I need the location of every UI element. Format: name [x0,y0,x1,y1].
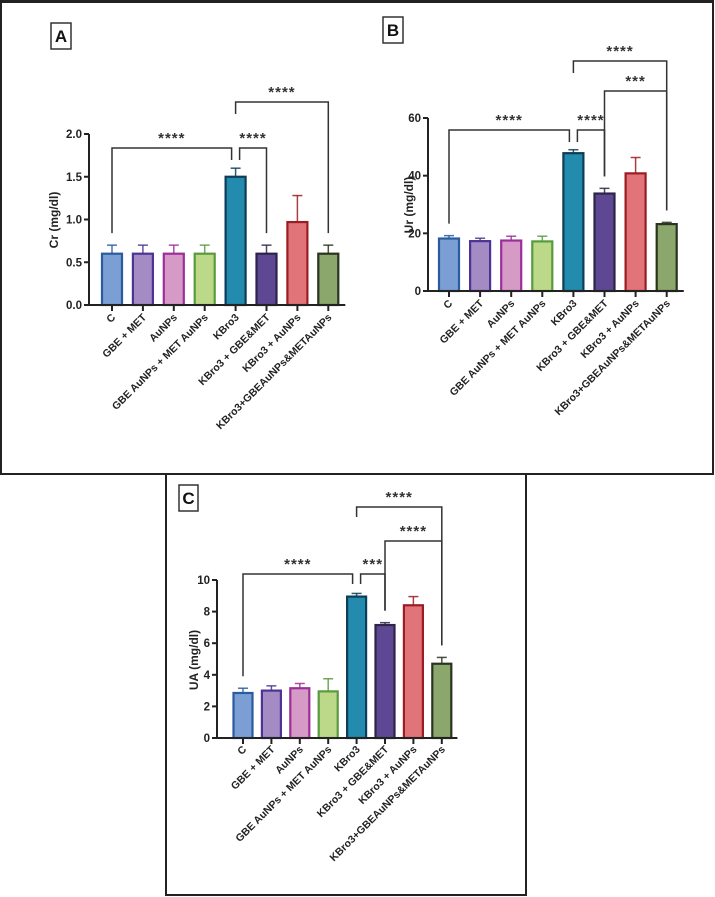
bar [500,239,523,293]
y-tick-label: 1.0 [66,215,82,227]
y-tick-label: 2.0 [66,129,82,141]
y-tick-label: 0 [204,733,210,745]
bar [286,220,309,307]
bar [224,175,247,307]
y-tick-label: 40 [408,171,421,183]
bar [374,623,396,740]
significance-label: **** [284,556,311,573]
y-axis-title: Ur (mg/dl) [402,177,416,234]
error-bar [137,244,148,254]
significance-bracket: **** [448,112,571,224]
bar [317,690,339,740]
significance-bracket: **** [111,130,233,234]
bar [402,604,424,740]
x-category-label: C [235,743,249,757]
y-tick-label: 6 [204,638,210,650]
panel-label: A [55,27,67,46]
bar [232,691,254,740]
error-bar [168,244,179,254]
significance-bracket: **** [238,130,268,234]
significance-bracket: **** [234,84,330,234]
panel-label: B [387,21,399,40]
panel-label: C [182,489,194,508]
significance-label: **** [386,489,413,506]
significance-label: **** [400,523,427,540]
x-category-label: C [104,311,118,325]
significance-label: *** [625,73,646,90]
bar [437,237,461,293]
significance-bracket: **** [355,489,443,646]
y-tick-label: 2 [204,701,210,713]
bar [100,252,124,307]
error-bar [408,595,419,606]
y-tick-label: 20 [408,228,421,240]
bar [317,252,340,307]
error-bar [230,167,241,177]
bar [431,662,453,740]
y-tick-label: 10 [197,575,210,587]
significance-label: **** [158,130,185,147]
significance-bracket: **** [242,556,354,677]
y-tick-label: 4 [204,670,211,682]
significance-label: **** [268,84,295,101]
bracket-line [572,60,668,211]
bar [193,252,216,307]
y-axis-title: Cr (mg/dl) [47,192,61,249]
bar [289,687,311,740]
bar [131,252,154,307]
error-bar [261,244,272,254]
bar [260,689,282,740]
error-bar [323,678,334,692]
bar [562,152,585,293]
bar [531,240,554,293]
bracket-line [111,147,233,234]
bar [346,595,368,740]
significance-label: **** [577,112,604,129]
error-bar [630,156,641,174]
y-tick-label: 0.5 [66,257,83,269]
bar [255,252,278,307]
significance-label: **** [239,130,266,147]
y-tick-label: 0.0 [66,300,82,312]
bar [593,192,616,293]
bracket-line [448,129,571,224]
bracket-line [234,101,330,234]
bar [469,240,492,293]
error-bar [323,244,334,254]
significance-label: **** [606,43,633,60]
bar [655,223,678,293]
bar [162,252,185,307]
x-category-label: C [441,297,455,311]
y-tick-label: 8 [204,607,211,619]
panel-label-box [50,22,72,50]
bar [624,172,647,293]
bracket-line [355,506,443,646]
y-tick-label: 60 [408,113,421,125]
y-tick-label: 1.5 [66,172,83,184]
panel-c-frame [165,473,527,896]
bracket-line [242,573,354,677]
x-category-label: KBro3+GBEAuNPs&METAuNPs [552,298,672,418]
error-bar [199,244,210,254]
significance-bracket: **** [572,43,668,211]
panel-label-box [382,16,404,44]
panel-label-box [178,484,199,512]
error-bar [107,244,117,254]
significance-label: **** [496,112,523,129]
y-axis-title: UA (mg/dl) [187,630,201,690]
error-bar [292,194,303,223]
significance-label: *** [363,556,384,573]
y-tick-label: 0 [415,286,421,298]
bracket-line [238,147,268,234]
